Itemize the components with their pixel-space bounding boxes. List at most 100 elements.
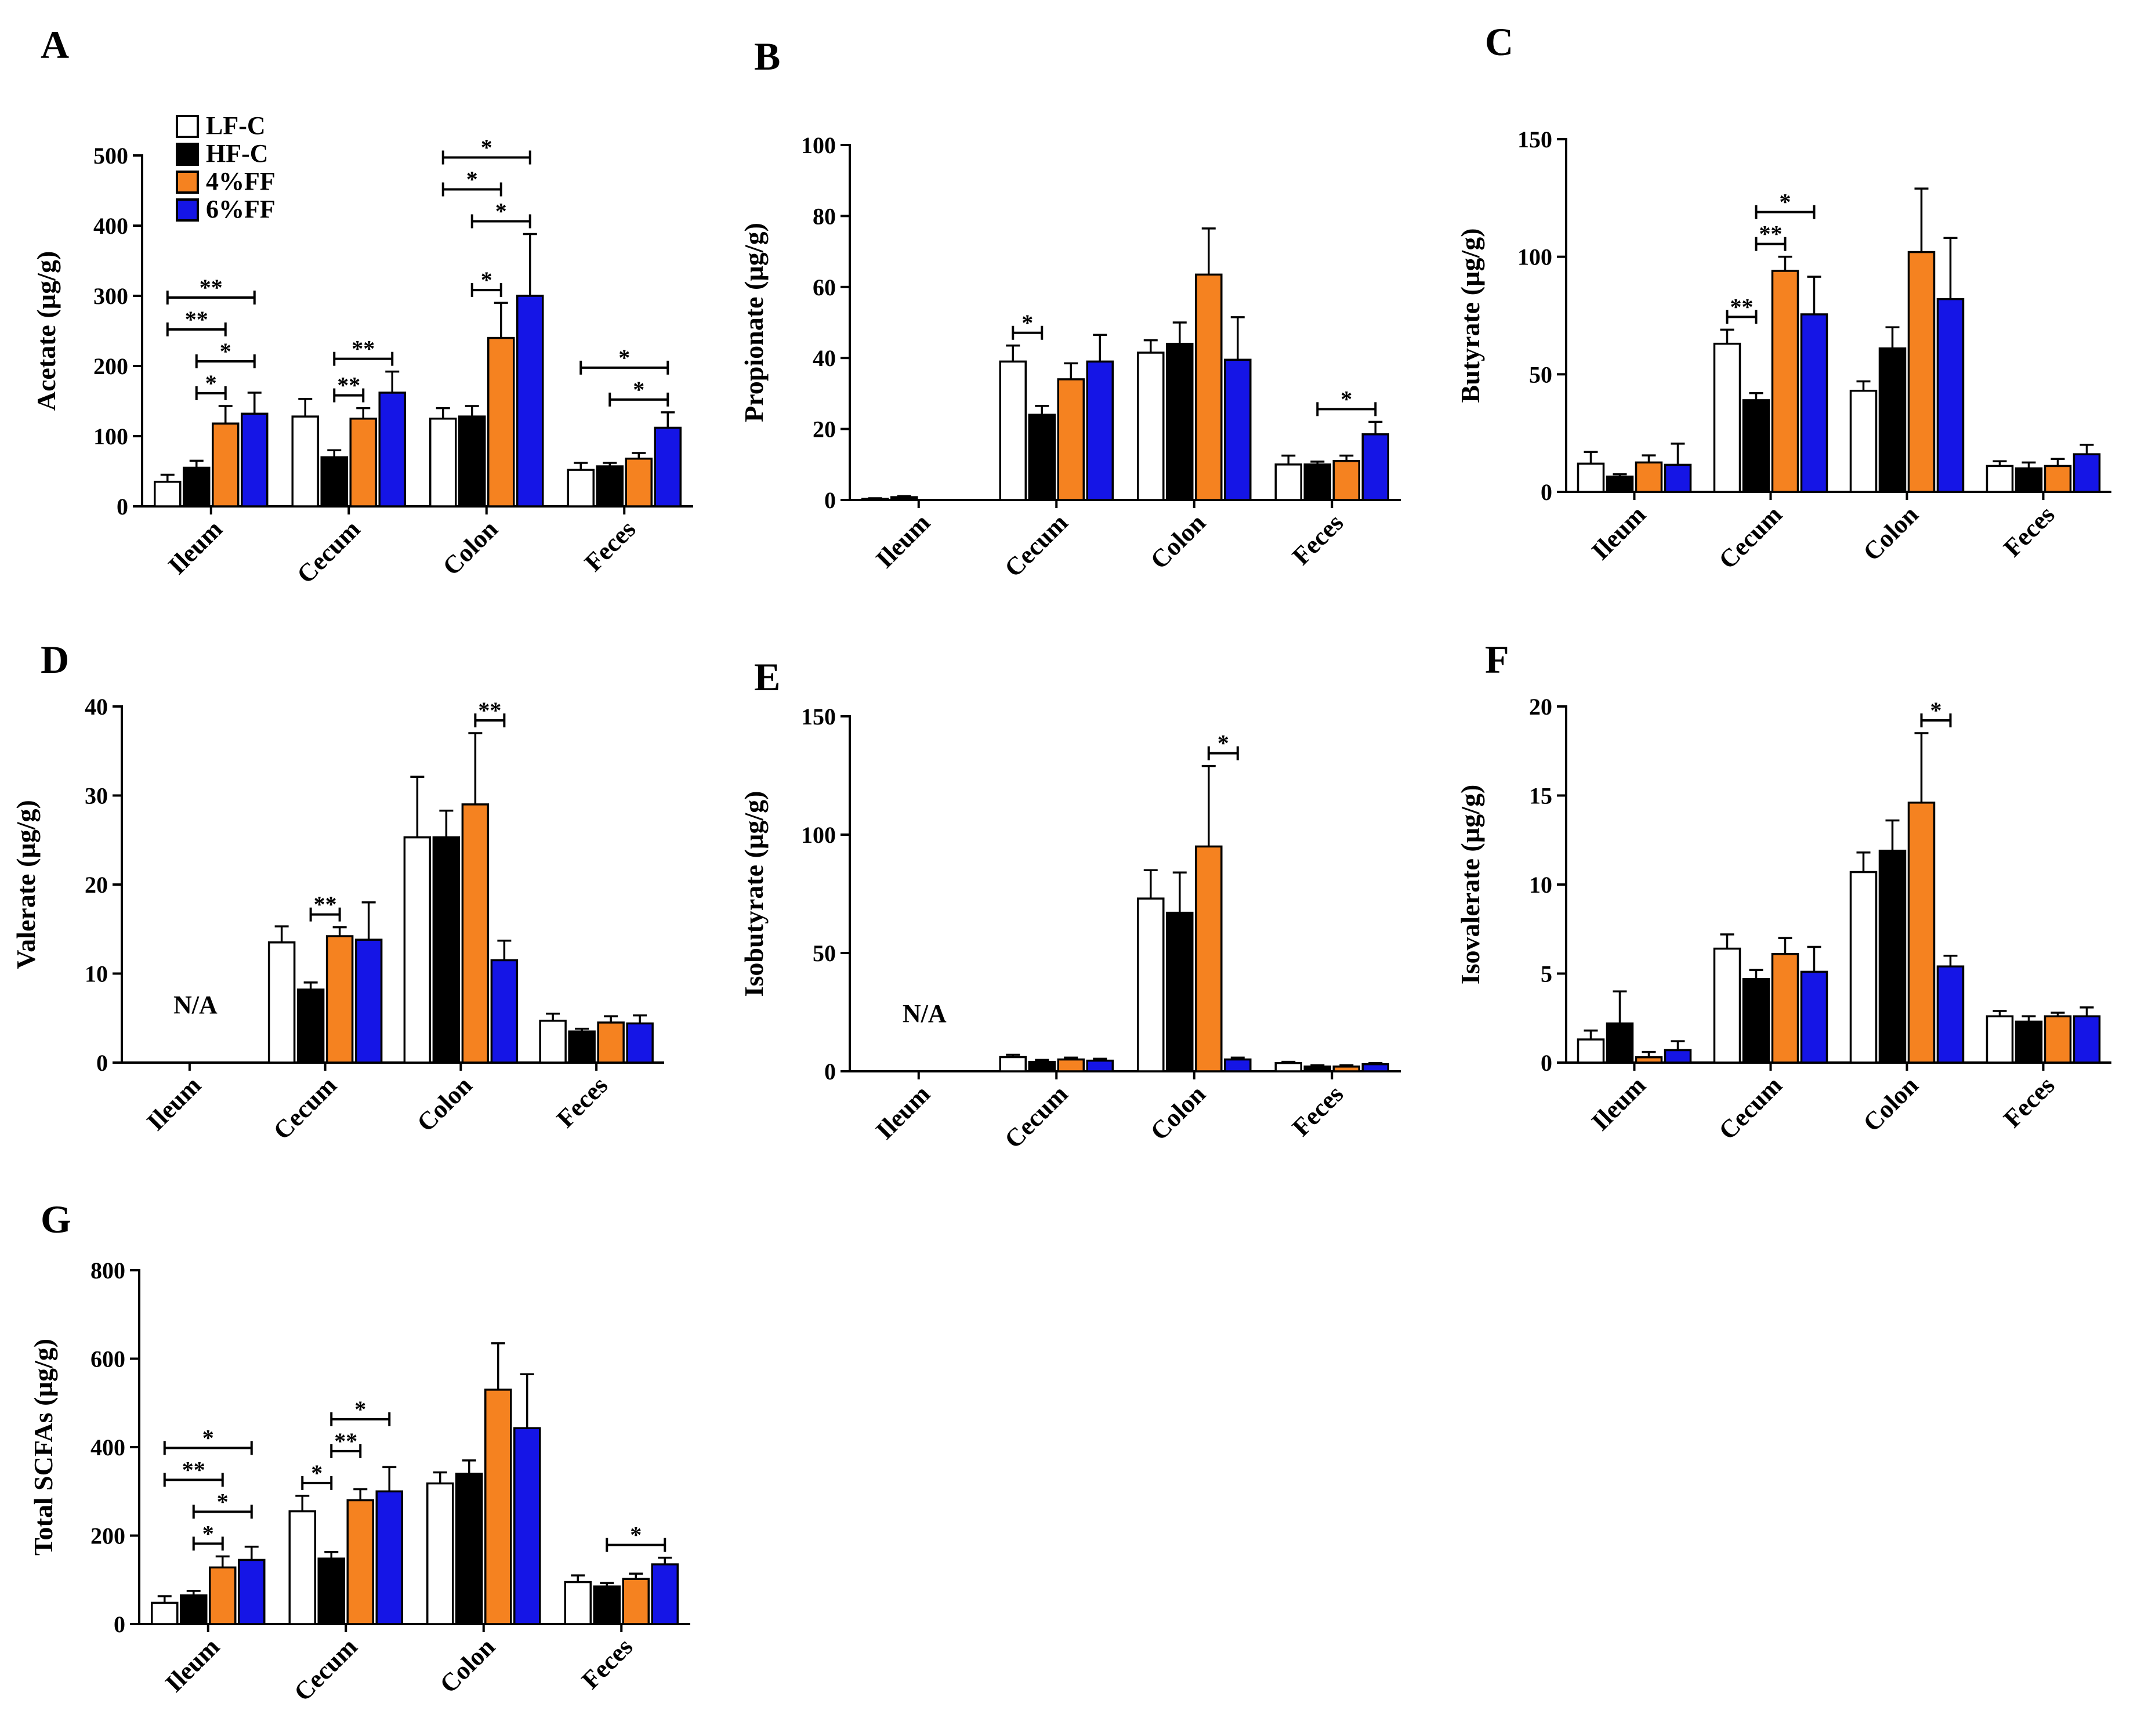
- bar: [597, 1021, 625, 1064]
- bar: [2073, 453, 2101, 493]
- y-tick-label: 400: [90, 1434, 125, 1460]
- bar: [490, 959, 519, 1064]
- bar: [654, 426, 682, 508]
- significance-label: *: [1218, 730, 1229, 756]
- bar: [1849, 389, 1878, 493]
- y-tick-label: 10: [85, 961, 108, 987]
- bar: [999, 360, 1027, 501]
- bar: [1849, 871, 1878, 1064]
- bar: [403, 836, 432, 1064]
- y-tick-label: 15: [1529, 783, 1552, 809]
- x-tick-label-ileum: Ileum: [162, 514, 227, 579]
- bar: [1606, 1022, 1634, 1064]
- significance-label: *: [466, 166, 478, 193]
- y-axis-label: Total SCFAs (µg/g): [28, 1339, 58, 1556]
- bar: [1166, 342, 1194, 501]
- significance-label: *: [205, 370, 217, 396]
- bar: [567, 469, 595, 508]
- bar: [539, 1020, 567, 1064]
- y-tick-label: 20: [1529, 694, 1552, 720]
- bar: [1907, 802, 1936, 1064]
- bar: [461, 803, 490, 1064]
- legend-label: HF-C: [206, 139, 269, 168]
- y-tick-label: 0: [117, 494, 128, 520]
- significance-label: *: [1341, 386, 1352, 412]
- panel-letter: B: [754, 34, 780, 78]
- significance-label: *: [633, 376, 644, 403]
- x-tick-label-feces: Feces: [579, 514, 641, 577]
- panel-a: A 0 100 200 300 400 500 Acetate (µg/g) Ileum Cecu…: [31, 23, 693, 589]
- bar: [1195, 845, 1223, 1072]
- bar: [291, 415, 319, 508]
- bar: [1771, 270, 1799, 493]
- panel-letter: D: [41, 637, 69, 682]
- significance-label: **: [200, 274, 223, 300]
- bar: [516, 295, 544, 508]
- panel-g: G 0 200 400 600 800 Total SCFAs (µg/g) Ileum Cec…: [28, 1197, 690, 1706]
- bar: [267, 941, 296, 1064]
- bar: [1878, 849, 1907, 1064]
- legend-label: LF-C: [206, 111, 266, 140]
- y-tick-label: 100: [801, 132, 836, 158]
- bar: [1800, 313, 1828, 493]
- y-tick-label: 60: [813, 274, 836, 300]
- x-tick-label-colon: Colon: [437, 514, 503, 581]
- bar: [1713, 342, 1741, 493]
- x-tick-label-cecum: Cecum: [291, 514, 365, 589]
- significance-label: **: [182, 1456, 205, 1483]
- legend-swatch: [176, 143, 199, 166]
- significance-label: *: [618, 345, 630, 371]
- significance-label: **: [352, 336, 375, 362]
- panel-letter: C: [1485, 20, 1513, 64]
- x-tick-label-colon: Colon: [1145, 508, 1211, 574]
- bar: [1057, 378, 1085, 501]
- legend-swatch: [176, 115, 199, 138]
- legend-label: 6%FF: [206, 195, 276, 223]
- bar: [1028, 414, 1056, 501]
- bar: [1771, 952, 1799, 1064]
- bar: [154, 480, 182, 508]
- bar: [1086, 360, 1114, 501]
- bar: [1224, 358, 1252, 501]
- bar: [625, 457, 653, 508]
- bar: [2044, 1015, 2072, 1064]
- significance-label: **: [1759, 221, 1783, 247]
- y-tick-label: 100: [801, 822, 836, 848]
- x-tick-label-colon: Colon: [411, 1071, 477, 1137]
- x-tick-label-colon: Colon: [434, 1632, 501, 1698]
- y-tick-label: 600: [90, 1346, 125, 1372]
- bar: [1800, 970, 1828, 1064]
- y-axis-label: Isovalerate (µg/g): [1455, 785, 1485, 985]
- x-tick-label-ileum: Ileum: [870, 1079, 935, 1144]
- x-tick-label-feces: Feces: [1998, 500, 2060, 562]
- x-tick-label-ileum: Ileum: [870, 508, 935, 573]
- x-tick-label-ileum: Ileum: [1586, 1071, 1651, 1136]
- bar: [1303, 463, 1331, 501]
- bar: [2073, 1015, 2101, 1064]
- bar: [1274, 1061, 1302, 1072]
- significance-label: **: [478, 697, 501, 723]
- x-tick-label-cecum: Cecum: [1713, 1071, 1788, 1145]
- x-tick-label-colon: Colon: [1857, 1071, 1923, 1137]
- bar: [622, 1578, 650, 1625]
- bar: [1195, 273, 1223, 501]
- panel-letter: E: [754, 655, 780, 699]
- x-tick-label-ileum: Ileum: [1586, 500, 1651, 565]
- bar: [1303, 1065, 1331, 1072]
- bar: [429, 418, 457, 508]
- x-tick-label-feces: Feces: [1287, 1079, 1349, 1141]
- bar: [1166, 911, 1194, 1072]
- y-tick-label: 5: [1541, 961, 1552, 987]
- bar: [1742, 399, 1770, 493]
- bar: [288, 1510, 316, 1625]
- bar: [1742, 977, 1770, 1064]
- bar: [2044, 465, 2072, 493]
- legend-swatch: [176, 198, 199, 222]
- bar: [432, 836, 461, 1064]
- y-tick-label: 0: [1541, 479, 1552, 505]
- panel-f: F 0 5 10 15 20 Isovalerate (µg/g) Ileum Cecum Col…: [1455, 637, 2111, 1145]
- legend-label: 4%FF: [206, 167, 276, 195]
- bar: [180, 1594, 208, 1625]
- bar: [183, 466, 211, 508]
- y-axis-label: Propionate (µg/g): [739, 223, 769, 422]
